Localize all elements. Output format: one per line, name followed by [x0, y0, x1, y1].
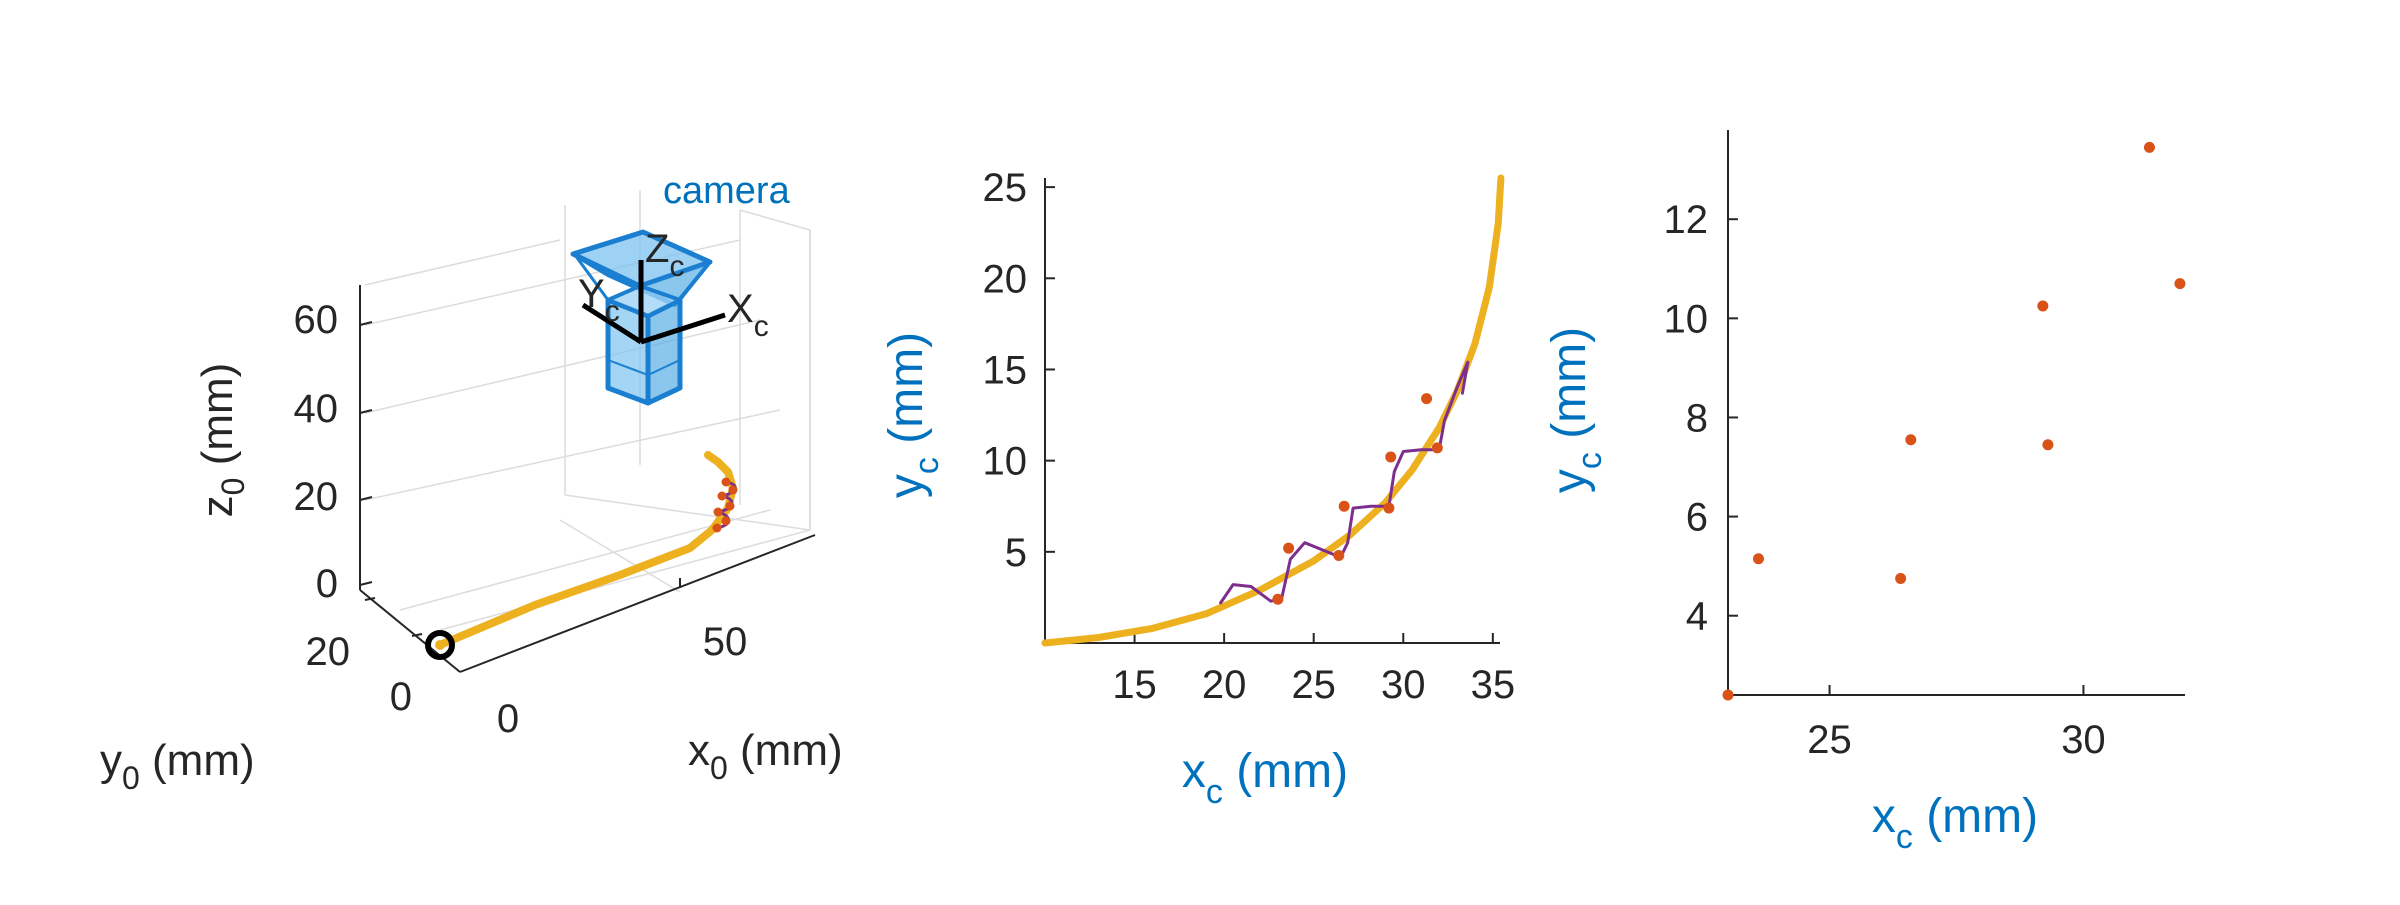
data-point	[1385, 451, 1397, 463]
x-axis-label: x0 (mm)	[688, 726, 843, 786]
x-axis-label: xc (mm)	[1182, 745, 1348, 811]
panel-3d-plot: 60 40 20 0 20 0 0 50 z0 (mm) y0 (mm) x0 …	[100, 170, 843, 796]
data-point	[2143, 141, 2155, 153]
data-point	[1752, 553, 1764, 565]
data-point	[1383, 502, 1395, 514]
y-tick-label: 0	[390, 675, 412, 719]
trajectory-marker	[713, 507, 723, 517]
y-tick-label: 25	[983, 166, 1028, 210]
panel-line-axes	[1044, 178, 1500, 644]
panel-scatter-points	[1722, 141, 2186, 701]
x-tick-label: 20	[1202, 663, 1247, 707]
y-tick-label: 8	[1686, 396, 1708, 440]
camera-label: camera	[663, 170, 791, 212]
data-point	[1421, 393, 1433, 405]
x-tick-label: 25	[1291, 663, 1336, 707]
z-tick-label: 0	[316, 562, 338, 606]
y-tick-label: 10	[983, 440, 1028, 484]
start-point-ring	[425, 630, 455, 660]
data-point	[1333, 549, 1345, 561]
camera-icon	[570, 229, 713, 406]
start-point-dot	[435, 640, 445, 650]
trajectory-marker	[728, 485, 738, 495]
y-tick-label: 6	[1686, 496, 1708, 540]
panel-line-series	[1041, 174, 1505, 647]
x-tick-label: 35	[1471, 663, 1516, 707]
z-tick-label: 60	[294, 298, 339, 342]
trajectory-marker	[712, 523, 722, 533]
panel-scatter-ticks: 25 30 4 6 8 10 12	[1664, 198, 2106, 762]
data-point	[1905, 434, 1917, 446]
camera-z-axis-label: Zc	[645, 227, 684, 283]
z-axis-label: z0 (mm)	[193, 363, 251, 518]
x-tick-label: 15	[1112, 663, 1157, 707]
panel-scatter-plot: 25 30 4 6 8 10 12 xc (mm) yc (mm)	[1543, 130, 2186, 856]
y-axis-label: y0 (mm)	[100, 736, 255, 796]
trajectory-marker	[721, 477, 731, 487]
data-point	[1895, 573, 1907, 585]
data-point	[1272, 593, 1284, 605]
y-tick-label: 5	[1005, 531, 1027, 575]
x-tick-label: 30	[2061, 718, 2106, 762]
trajectory-curve	[1041, 174, 1505, 647]
data-point	[2042, 439, 2054, 451]
z-tick-label: 40	[294, 387, 339, 431]
y-axis-label: yc (mm)	[880, 332, 946, 498]
data-point	[2174, 278, 2186, 290]
y-tick-label: 20	[306, 630, 351, 674]
x-tick-label: 0	[497, 697, 519, 741]
panel-line-plot: 15 20 25 30 35 5 10 15 20 25 xc (mm) yc (mm)	[880, 166, 1515, 811]
data-point	[1431, 442, 1443, 454]
trajectory-marker	[725, 501, 735, 511]
y-axis-label: yc (mm)	[1543, 327, 1609, 493]
x-tick-label: 50	[703, 620, 748, 664]
camera-frame-axes	[581, 260, 726, 345]
trajectory-curve	[436, 451, 738, 649]
trajectory-marker	[717, 491, 727, 501]
trajectory-marker	[721, 516, 731, 526]
data-point	[1283, 542, 1295, 554]
z-tick-label: 20	[294, 475, 339, 519]
y-tick-label: 15	[983, 348, 1028, 392]
data-point	[1338, 500, 1350, 512]
trajectory-markers	[712, 477, 738, 533]
panel-line-ticks: 15 20 25 30 35 5 10 15 20 25	[983, 166, 1516, 707]
data-point	[1722, 689, 1734, 701]
y-tick-label: 20	[983, 257, 1028, 301]
y-tick-label: 10	[1664, 297, 1709, 341]
y-tick-label: 4	[1686, 595, 1708, 639]
data-point	[2037, 300, 2049, 312]
camera-y-axis-label: Yc	[578, 272, 620, 328]
x-tick-label: 30	[1381, 663, 1426, 707]
x-axis-label: xc (mm)	[1872, 790, 2038, 856]
panel-scatter-axes	[1727, 130, 2185, 696]
y-tick-label: 12	[1664, 198, 1709, 242]
x-tick-label: 25	[1807, 718, 1852, 762]
camera-x-axis-label: Xc	[727, 287, 769, 343]
panel-3d-axes	[359, 285, 816, 673]
panel-3d-grid	[364, 190, 811, 631]
